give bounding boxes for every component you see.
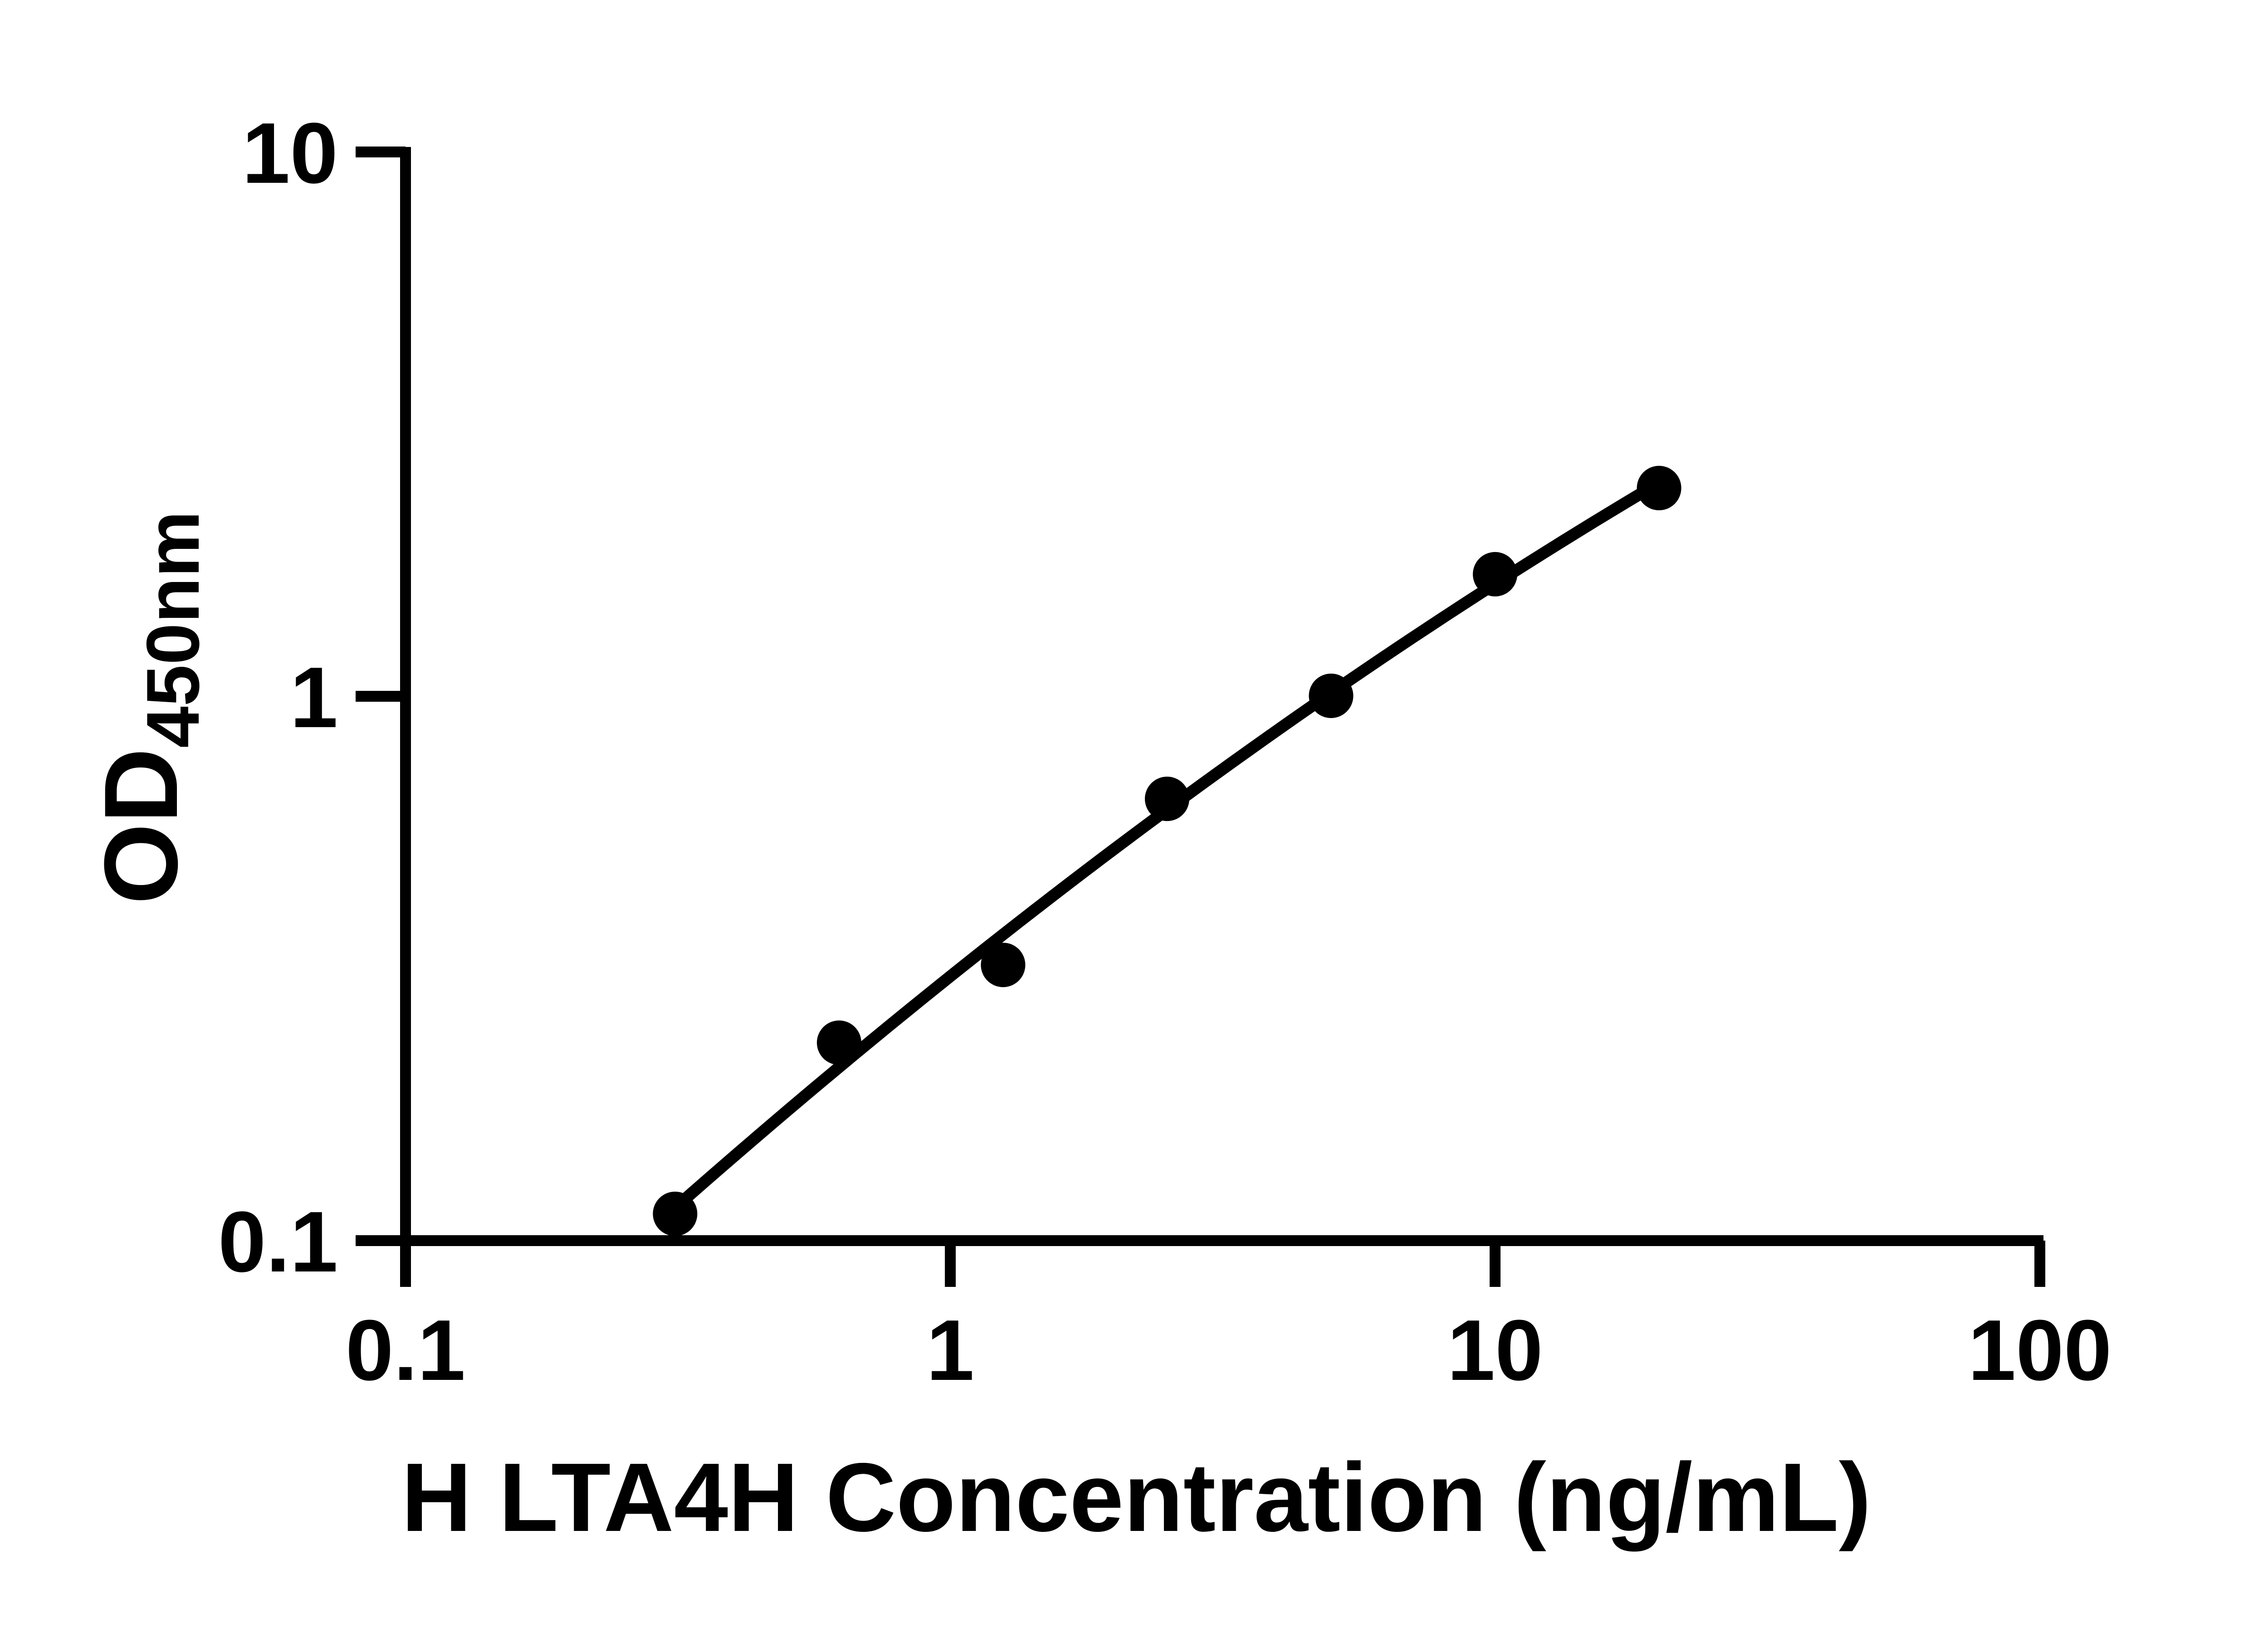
x-tick-label: 1 (926, 1302, 974, 1398)
data-point (653, 1191, 698, 1236)
y-axis-title-main: OD (83, 748, 199, 905)
x-tick-label: 10 (1447, 1302, 1543, 1398)
y-axis-title-subscript: 450nm (131, 511, 215, 748)
data-point (1144, 777, 1189, 821)
y-tick-label: 0.1 (218, 1194, 338, 1290)
fitted-curve (669, 477, 1665, 1214)
y-axis-title: OD450nm (83, 511, 215, 905)
y-tick-label: 1 (290, 650, 338, 746)
x-axis-title: H LTA4H Concentration (ng/mL) (401, 1442, 1872, 1552)
data-point (981, 943, 1026, 988)
data-point (1309, 673, 1354, 718)
data-point (1637, 465, 1681, 510)
data-point (1473, 552, 1517, 596)
x-tick-label: 0.1 (346, 1302, 465, 1398)
data-layer (653, 465, 1681, 1236)
y-tick-label: 10 (242, 105, 338, 201)
tick-label-layer: 0.1 1 10 100 10 1 0.1 (218, 105, 2112, 1398)
axes-layer (356, 147, 2045, 1287)
data-point (816, 1020, 861, 1065)
x-tick-label: 100 (1968, 1302, 2112, 1398)
